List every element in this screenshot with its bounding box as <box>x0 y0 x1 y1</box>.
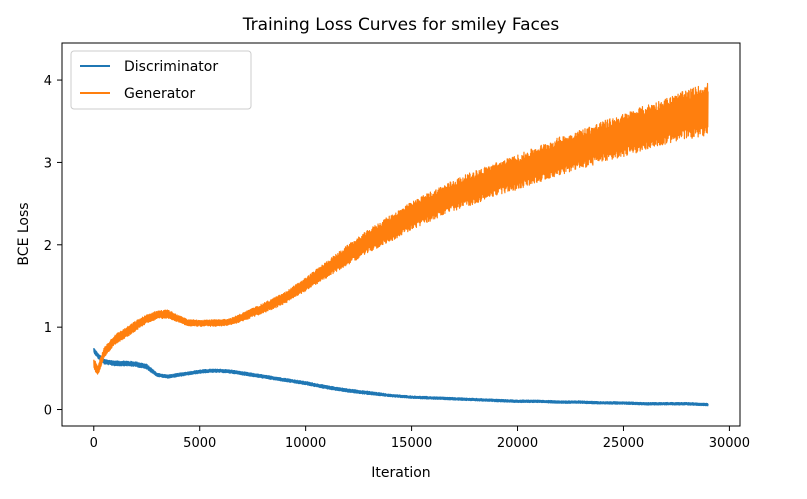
x-tick-label: 10000 <box>285 436 326 451</box>
series-line-discriminator <box>93 348 709 407</box>
legend-label-discriminator: Discriminator <box>124 59 218 75</box>
y-tick-label: 0 <box>44 404 52 419</box>
legend-box <box>70 50 252 110</box>
plot-area <box>93 82 709 407</box>
series-line-generator <box>93 82 709 375</box>
y-tick-label: 3 <box>44 156 52 171</box>
y-tick-label: 1 <box>44 321 52 336</box>
y-tick-label: 2 <box>44 239 52 254</box>
legend-label-generator: Generator <box>124 86 195 102</box>
legend: Discriminator Generator <box>70 50 252 110</box>
x-tick-label: 30000 <box>709 436 750 451</box>
chart-title: Training Loss Curves for smiley Faces <box>242 15 560 35</box>
y-axis-label: BCE Loss <box>16 202 32 265</box>
x-tick-label: 5000 <box>183 436 216 451</box>
x-tick-label: 15000 <box>391 436 432 451</box>
x-axis: 0 5000 10000 15000 20000 25000 30000 <box>90 426 750 451</box>
x-tick-label: 20000 <box>497 436 538 451</box>
y-tick-label: 4 <box>44 74 52 89</box>
x-axis-label: Iteration <box>371 465 430 481</box>
x-tick-label: 25000 <box>603 436 644 451</box>
plot-frame <box>61 42 741 427</box>
x-tick-label: 0 <box>90 436 98 451</box>
y-axis: 0 1 2 3 4 <box>44 74 62 419</box>
